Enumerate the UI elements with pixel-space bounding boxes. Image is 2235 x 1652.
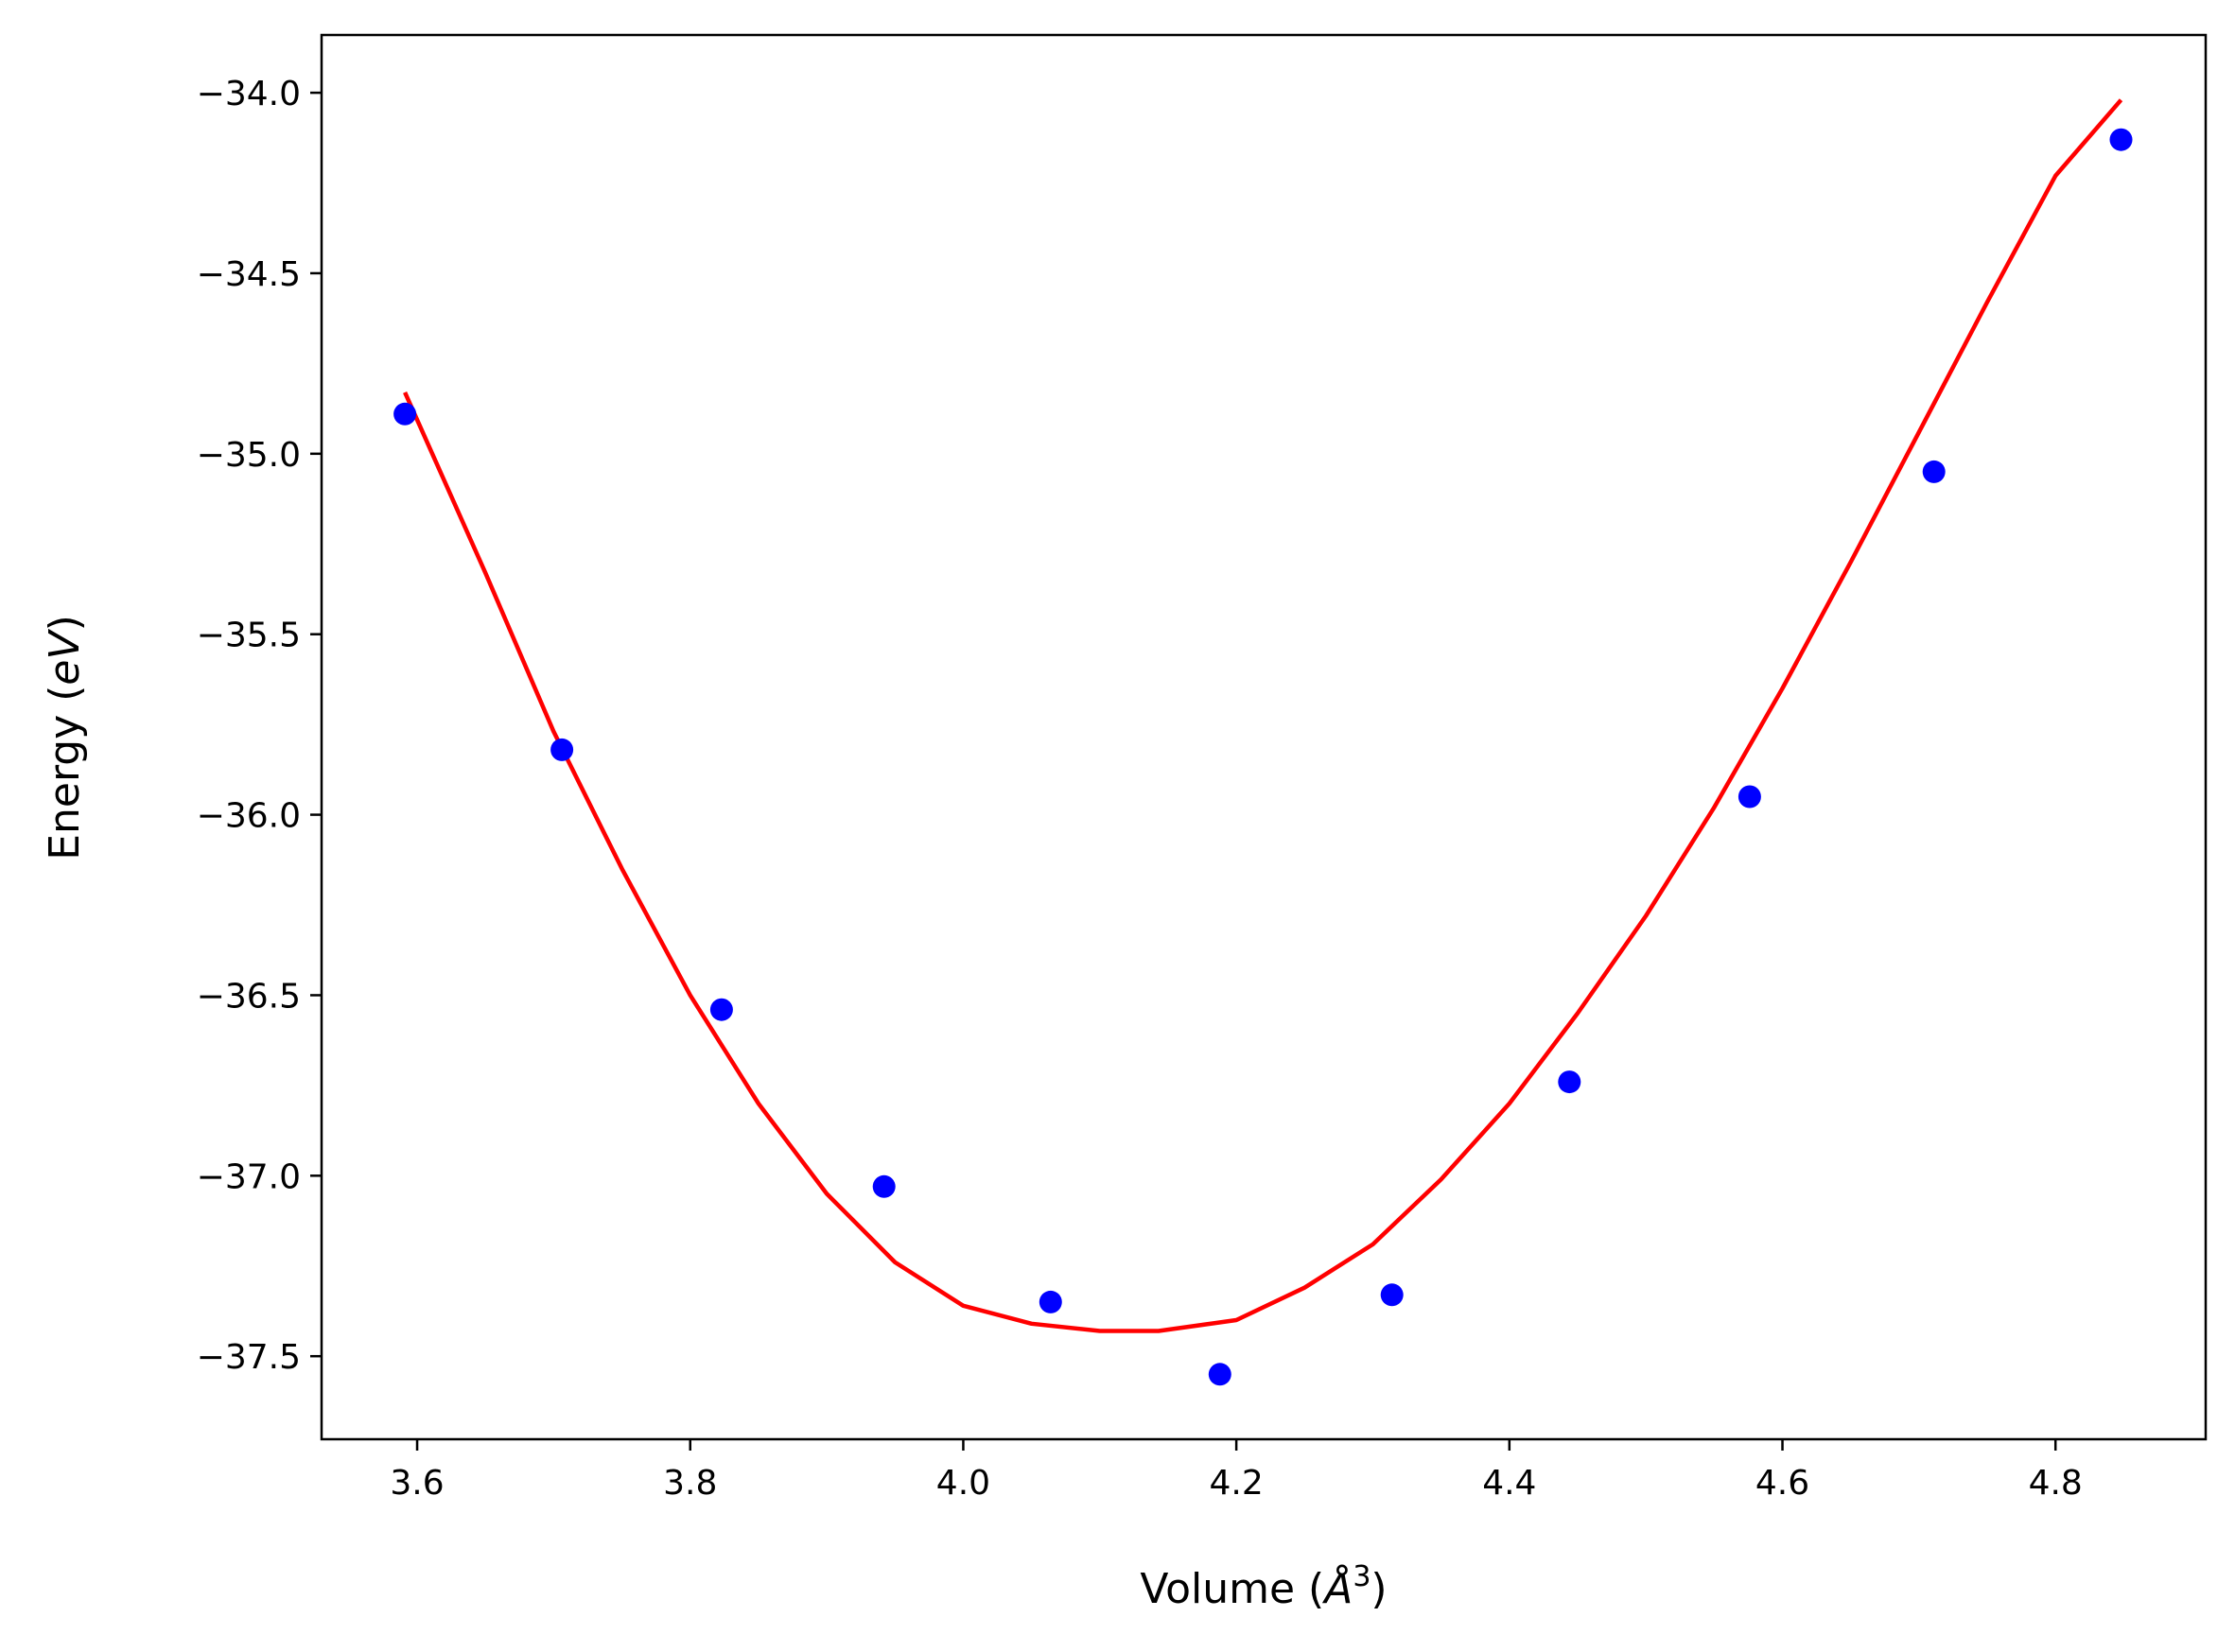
x-axis-label-symbol: Å: [1321, 1563, 1353, 1613]
data-point-2: [709, 998, 733, 1021]
y-tick-label-6: −37.0: [197, 1157, 301, 1196]
data-point-4: [1039, 1290, 1062, 1313]
y-axis-label: Energy (eV): [41, 615, 89, 861]
data-point-7: [1558, 1070, 1581, 1094]
x-tick-label-3: 4.2: [1209, 1464, 1263, 1503]
plot-frame: [320, 33, 2208, 1441]
y-tick-label-1: −34.5: [197, 255, 301, 294]
data-point-0: [393, 402, 417, 426]
y-axis-label-prefix: Energy (: [41, 686, 89, 861]
y-axis-label-italic: eV: [41, 629, 89, 686]
x-axis-label-suffix: ): [1371, 1565, 1387, 1613]
data-point-8: [1737, 785, 1761, 809]
y-tick-label-3: −35.5: [197, 617, 301, 655]
x-tick-label-0: 3.6: [390, 1464, 444, 1503]
x-axis-label: Volume (Å3): [1140, 1560, 1387, 1613]
data-point-3: [872, 1174, 896, 1198]
x-axis-label-prefix: Volume (: [1140, 1565, 1324, 1613]
y-tick-label-2: −35.0: [197, 436, 301, 475]
fit-curve-0: [403, 98, 2123, 1333]
y-tick-label-5: −36.5: [197, 977, 301, 1016]
data-point-10: [2109, 128, 2133, 151]
x-tick-label-5: 4.6: [1755, 1464, 1809, 1503]
y-tick-label-4: −36.0: [197, 797, 301, 836]
data-point-1: [550, 738, 574, 761]
data-point-9: [1922, 460, 1946, 483]
x-axis-ticks: 3.6 3.8 4.0 4.2 4.4 4.6 4.8: [390, 1439, 2083, 1503]
y-axis-label-suffix: ): [41, 615, 89, 631]
plot-marks: [393, 98, 2133, 1386]
x-tick-label-6: 4.8: [2029, 1464, 2083, 1503]
y-tick-label-0: −34.0: [197, 75, 301, 113]
y-tick-label-7: −37.5: [197, 1338, 301, 1377]
x-tick-label-2: 4.0: [936, 1464, 990, 1503]
x-tick-label-4: 4.4: [1482, 1464, 1536, 1503]
x-axis-label-sup: 3: [1353, 1560, 1371, 1593]
x-tick-label-1: 3.8: [663, 1464, 717, 1503]
data-point-6: [1380, 1283, 1404, 1307]
y-axis-ticks: −34.0 −34.5 −35.0 −35.5 −36.0 −36.5 −37.0 −37.5: [197, 75, 322, 1377]
data-point-5: [1208, 1363, 1231, 1386]
